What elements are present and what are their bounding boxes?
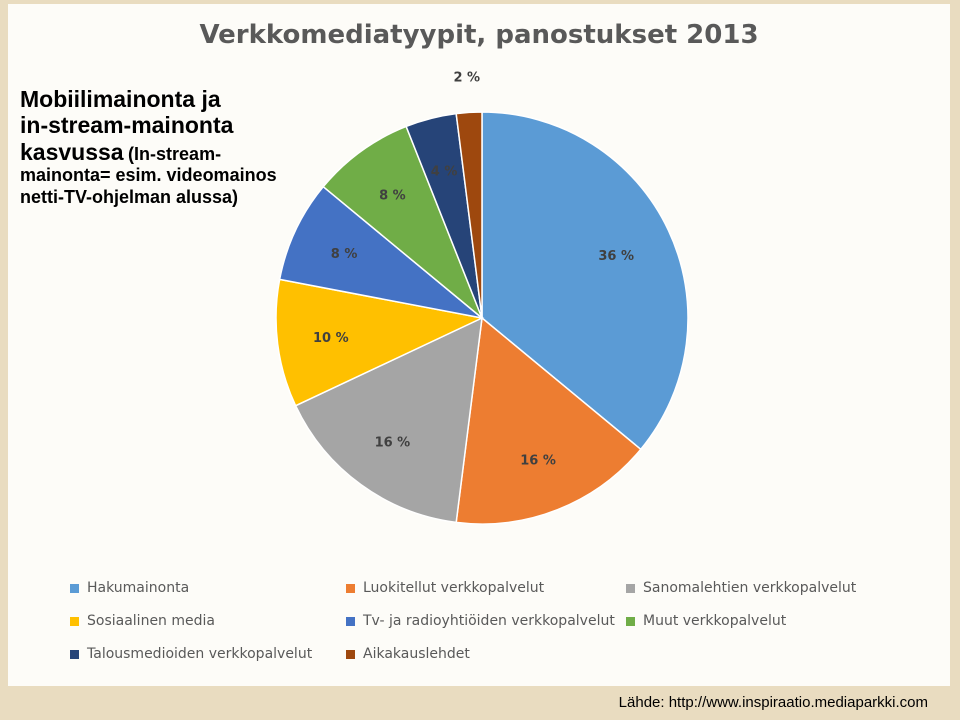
legend-item-0: Hakumainonta: [70, 580, 189, 596]
pie-label-7: 2 %: [453, 71, 480, 86]
legend-swatch: [626, 583, 635, 593]
side-heading-line3: kasvussa: [20, 138, 124, 165]
side-note: (In-stream-mainonta= esim. videomainos n…: [20, 143, 277, 207]
legend-label: Sosiaalinen media: [87, 613, 215, 629]
legend-item-7: Aikakauslehdet: [346, 646, 470, 662]
pie-slice-1: [455, 316, 642, 525]
legend-swatch: [346, 616, 355, 626]
source-credit: Lähde: http://www.inspiraatio.mediaparkk…: [618, 694, 928, 711]
legend-label: Hakumainonta: [87, 580, 190, 596]
legend-swatch: [70, 616, 79, 626]
legend-swatch: [70, 583, 79, 593]
pie-label-2: 16 %: [375, 435, 411, 450]
legend-label: Talousmedioiden verkkopalvelut: [87, 646, 313, 662]
side-heading-line2: in-stream-mainonta: [20, 112, 234, 139]
pie-label-3: 10 %: [313, 331, 349, 346]
pie-label-1: 16 %: [520, 454, 556, 469]
legend-label: Sanomalehtien verkkopalvelut: [643, 580, 857, 596]
legend-swatch: [346, 583, 355, 593]
pie-slice-7: [455, 111, 483, 319]
chart-legend: Hakumainonta Luokitellut verkkopalvelut Sa…: [70, 580, 930, 680]
legend-item-3: Sosiaalinen media: [70, 613, 215, 629]
pie-label-0: 36 %: [598, 249, 634, 264]
chart-title: Verkkomediatyypit, panostukset 2013: [199, 20, 759, 50]
legend-item-1: Luokitellut verkkopalvelut: [346, 580, 544, 596]
pie-slice-4: [278, 185, 483, 319]
pie-label-5: 8 %: [379, 189, 406, 204]
pie-label-4: 8 %: [331, 247, 358, 262]
legend-label: Aikakauslehdet: [363, 646, 470, 662]
pie-slice-0: [481, 111, 689, 451]
legend-swatch: [70, 649, 79, 659]
legend-label: Muut verkkopalvelut: [643, 613, 787, 629]
pie-slice-2: [294, 316, 483, 524]
pie-slice-5: [322, 125, 483, 319]
legend-item-5: Muut verkkopalvelut: [626, 613, 786, 629]
pie-label-6: 4 %: [431, 164, 458, 179]
legend-swatch: [626, 616, 635, 626]
legend-item-2: Sanomalehtien verkkopalvelut: [626, 580, 856, 596]
legend-item-6: Talousmedioiden verkkopalvelut: [70, 646, 312, 662]
side-heading-line1: Mobiilimainonta ja: [20, 86, 221, 112]
legend-swatch: [346, 649, 355, 659]
pie-slice-3: [275, 278, 485, 407]
legend-item-4: Tv- ja radioyhtiöiden verkkopalvelut: [346, 613, 615, 629]
legend-label: Luokitellut verkkopalvelut: [363, 580, 545, 596]
side-text: Mobiilimainonta ja in-stream-mainonta ka…: [20, 86, 282, 208]
legend-label: Tv- ja radioyhtiöiden verkkopalvelut: [363, 613, 615, 629]
